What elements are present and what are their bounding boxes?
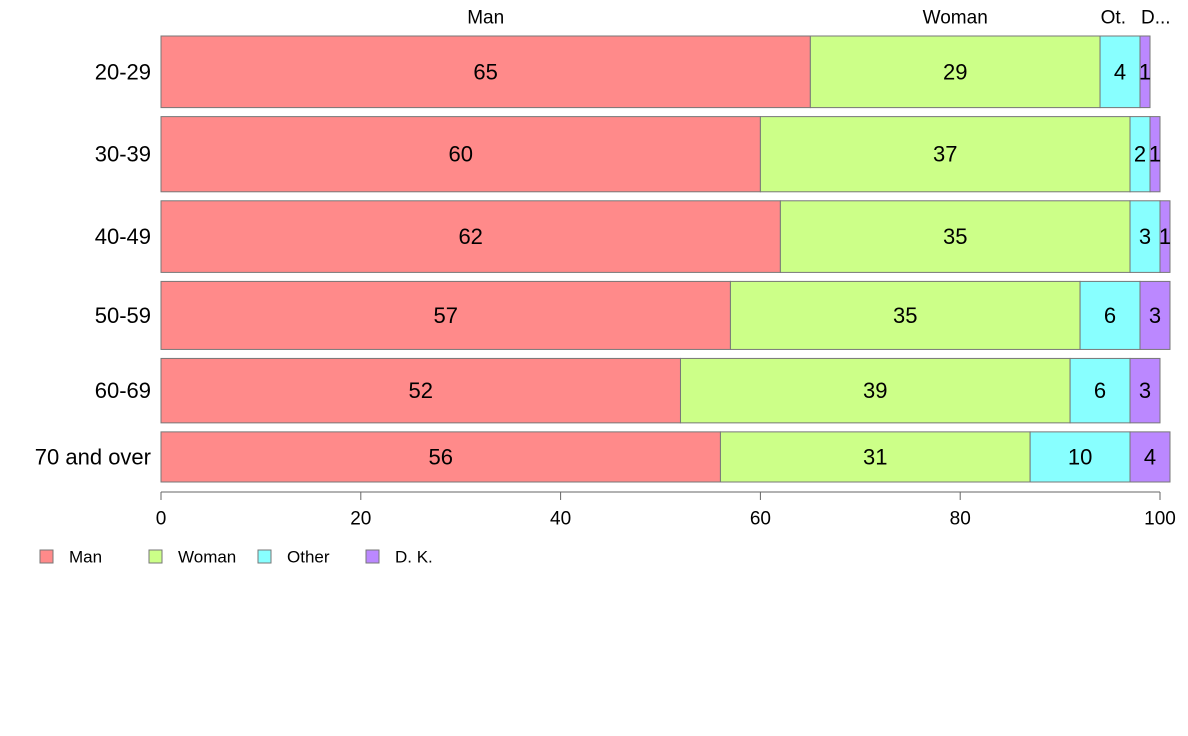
bar-d-k-70-and-over <box>1129 431 1171 483</box>
category-label-40-49: 40-49 <box>95 224 151 249</box>
bar-man-70-and-over <box>160 431 721 483</box>
legend-swatch-d-k <box>365 549 380 564</box>
data-label-woman-30-39: 37 <box>933 142 957 167</box>
legend-swatch-man <box>39 549 54 564</box>
x-tick-label-0: 0 <box>156 509 167 530</box>
data-label-other-70-and-over: 10 <box>1068 444 1092 469</box>
bar-man-40-49 <box>160 200 781 273</box>
data-label-woman-20-29: 29 <box>943 59 967 84</box>
legend-label-d-k: D. K. <box>395 548 433 567</box>
x-tick-label-80: 80 <box>950 509 971 530</box>
bar-other-50-59 <box>1079 280 1141 350</box>
bar-woman-70-and-over <box>719 431 1031 483</box>
x-tick-label-60: 60 <box>750 509 771 530</box>
data-label-man-60-69: 52 <box>408 378 432 403</box>
legend-label-woman: Woman <box>178 548 236 567</box>
data-label-woman-40-49: 35 <box>943 224 967 249</box>
top-label-ot: Ot. <box>1101 8 1126 29</box>
legend: Man Woman Other D. K. <box>39 548 433 567</box>
data-label-man-40-49: 62 <box>458 224 482 249</box>
bar-other-40-49 <box>1129 200 1161 273</box>
data-label-d-k-50-59: 3 <box>1149 303 1161 328</box>
category-labels: 20-29 30-39 40-49 50-59 60-69 70 and over <box>35 59 151 469</box>
bar-d-k-20-29 <box>1139 35 1151 109</box>
data-label-other-30-39: 2 <box>1134 142 1146 167</box>
top-label-man: Man <box>467 8 504 29</box>
bar-woman-30-39 <box>759 116 1131 193</box>
x-tick-label-100: 100 <box>1144 509 1176 530</box>
data-label-other-20-29: 4 <box>1114 59 1126 84</box>
data-label-woman-50-59: 35 <box>893 303 917 328</box>
bar-woman-20-29 <box>809 35 1101 109</box>
legend-swatch-other <box>257 549 272 564</box>
bar-woman-60-69 <box>679 357 1071 424</box>
data-label-man-20-29: 65 <box>473 59 497 84</box>
legend-label-man: Man <box>69 548 102 567</box>
category-label-50-59: 50-59 <box>95 303 151 328</box>
top-label-d: D... <box>1141 8 1171 29</box>
bar-man-50-59 <box>160 280 731 350</box>
category-label-30-39: 30-39 <box>95 142 151 167</box>
data-label-man-70-and-over: 56 <box>428 444 452 469</box>
data-label-woman-60-69: 39 <box>863 378 887 403</box>
bar-man-20-29 <box>160 35 811 109</box>
bar-d-k-50-59 <box>1139 280 1171 350</box>
data-label-other-40-49: 3 <box>1139 224 1151 249</box>
bar-d-k-40-49 <box>1159 200 1171 273</box>
category-label-70-and-over: 70 and over <box>35 444 151 469</box>
x-axis: 0 20 40 60 80 100 <box>156 491 1176 530</box>
data-label-man-50-59: 57 <box>433 303 457 328</box>
bar-woman-40-49 <box>779 200 1131 273</box>
data-label-d-k-30-39: 1 <box>1149 142 1161 167</box>
data-label-other-60-69: 6 <box>1094 378 1106 403</box>
bar-man-60-69 <box>160 357 681 424</box>
data-label-d-k-70-and-over: 4 <box>1144 444 1156 469</box>
bar-d-k-60-69 <box>1129 357 1161 424</box>
x-tick-label-20: 20 <box>350 509 371 530</box>
data-label-d-k-40-49: 1 <box>1159 224 1171 249</box>
data-label-woman-70-and-over: 31 <box>863 444 887 469</box>
bar-other-70-and-over <box>1029 431 1131 483</box>
bar-other-60-69 <box>1069 357 1131 424</box>
bar-man-30-39 <box>160 116 761 193</box>
top-label-woman: Woman <box>923 8 988 29</box>
bar-other-20-29 <box>1099 35 1141 109</box>
data-label-other-50-59: 6 <box>1104 303 1116 328</box>
data-label-man-30-39: 60 <box>448 142 472 167</box>
legend-swatch-woman <box>148 549 163 564</box>
data-label-d-k-60-69: 3 <box>1139 378 1151 403</box>
top-labels: Man Woman Ot. D... <box>467 8 1170 29</box>
data-label-d-k-20-29: 1 <box>1139 59 1151 84</box>
legend-label-other: Other <box>287 548 330 567</box>
bars: 65 29 4 160 37 2 162 35 3 157 35 6 352 39 6 356 31 10 4 <box>160 35 1171 483</box>
x-tick-label-40: 40 <box>550 509 571 530</box>
bar-d-k-30-39 <box>1149 116 1161 193</box>
category-label-60-69: 60-69 <box>95 378 151 403</box>
category-label-20-29: 20-29 <box>95 59 151 84</box>
